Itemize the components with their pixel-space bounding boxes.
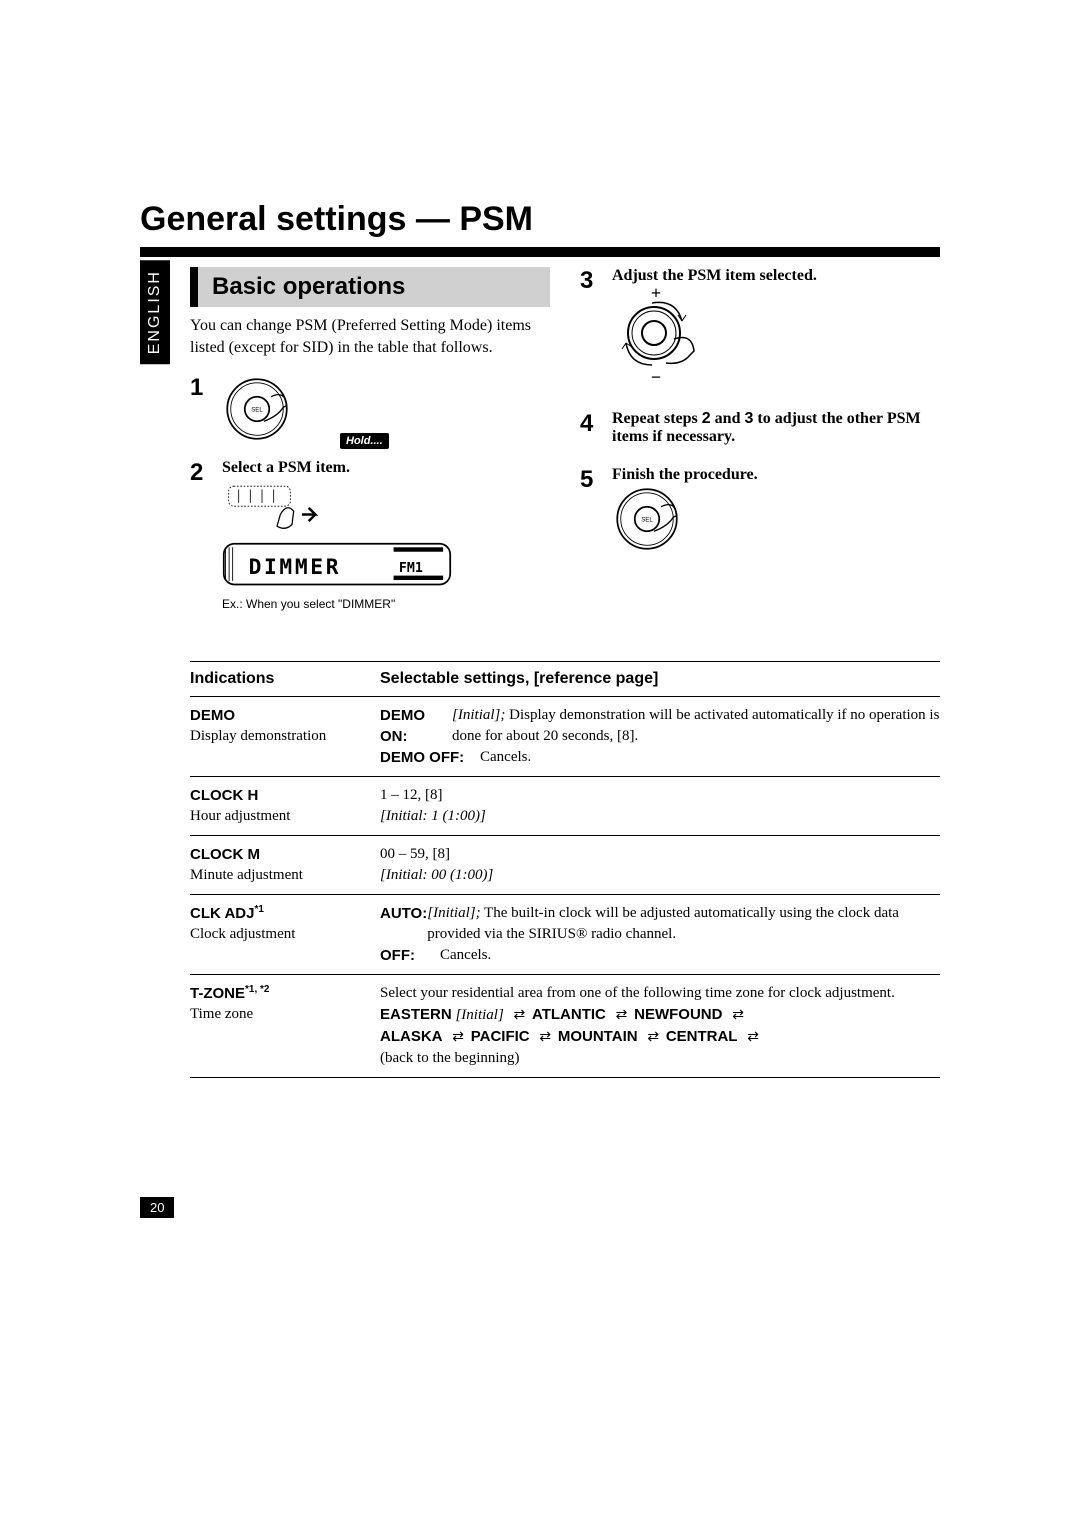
- left-column: Basic operations You can change PSM (Pre…: [190, 267, 550, 621]
- step-1: 1 SEL Hold....: [190, 374, 550, 449]
- step-number: 1: [190, 374, 210, 402]
- intro-text: You can change PSM (Preferred Setting Mo…: [190, 315, 550, 360]
- tzone-back: (back to the beginning): [380, 1048, 940, 1069]
- initial-tag: [Initial];: [427, 905, 480, 921]
- footnote: *1, *2: [245, 984, 269, 995]
- svg-text:−: −: [651, 367, 661, 385]
- indication-sub: Time zone: [190, 1004, 368, 1025]
- arrow-icon: ⇄: [616, 1006, 625, 1026]
- zone: PACIFIC: [471, 1028, 530, 1045]
- table-row: CLOCK H Hour adjustment 1 – 12, [8] [Ini…: [190, 777, 940, 836]
- table-row: CLK ADJ*1 Clock adjustment AUTO: [Initia…: [190, 895, 940, 975]
- option-label: DEMO OFF:: [380, 747, 480, 768]
- step-4: 4 Repeat steps 2 and 3 to adjust the oth…: [580, 410, 940, 446]
- option-text: Cancels.: [440, 945, 491, 966]
- zone: ALASKA: [380, 1028, 443, 1045]
- page-number: 20: [140, 1197, 174, 1218]
- indication-name: CLOCK H: [190, 785, 368, 806]
- range-text: 1 – 12, [8]: [380, 785, 940, 806]
- buttons-illustration: [222, 477, 322, 537]
- step-4-text: Repeat steps 2 and 3 to adjust the other…: [612, 410, 940, 446]
- basic-operations-header: Basic operations: [190, 267, 550, 307]
- zone: EASTERN: [380, 1006, 452, 1023]
- step-2-text: Select a PSM item.: [222, 459, 452, 477]
- page-title: General settings — PSM: [140, 200, 940, 239]
- indication-name: T-ZONE*1, *2: [190, 983, 368, 1004]
- text-part: 2: [702, 410, 711, 427]
- table-row: T-ZONE*1, *2 Time zone Select your resid…: [190, 975, 940, 1078]
- svg-text:SEL: SEL: [641, 517, 653, 524]
- step-number: 3: [580, 267, 600, 295]
- text-part: Repeat steps: [612, 410, 702, 427]
- step-5: 5 Finish the procedure. SEL: [580, 466, 940, 559]
- option-text: Display demonstration will be activated …: [452, 707, 939, 744]
- step-number: 4: [580, 410, 600, 438]
- step-3: 3 Adjust the PSM item selected. + −: [580, 267, 940, 390]
- option-label: DEMO ON:: [380, 705, 452, 747]
- step-5-text: Finish the procedure.: [612, 466, 758, 484]
- svg-text:DIMMER: DIMMER: [249, 555, 342, 580]
- option-text: The built-in clock will be adjusted auto…: [427, 905, 899, 942]
- indication-name: CLOCK M: [190, 844, 368, 865]
- hold-label: Hold....: [340, 433, 389, 449]
- right-column: 3 Adjust the PSM item selected. + −: [580, 267, 940, 621]
- tzone-list: EASTERN [Initial] ⇄ ATLANTIC ⇄ NEWFOUND …: [380, 1004, 940, 1048]
- indication-name: CLK ADJ*1: [190, 903, 368, 924]
- step-3-text: Adjust the PSM item selected.: [612, 267, 817, 285]
- dial-illustration: SEL: [612, 484, 682, 554]
- initial-tag: [Initial];: [452, 707, 505, 723]
- name: CLK ADJ: [190, 905, 254, 922]
- initial-text: [Initial: 00 (1:00)]: [380, 865, 940, 886]
- arrow-icon: ⇄: [747, 1028, 756, 1048]
- indication-name: DEMO: [190, 705, 368, 726]
- title-underline: [140, 247, 940, 257]
- option-label: OFF:: [380, 945, 440, 966]
- tzone-desc: Select your residential area from one of…: [380, 983, 940, 1004]
- dial-illustration: SEL Hold....: [222, 374, 389, 449]
- zone: ATLANTIC: [532, 1006, 606, 1023]
- header-indications: Indications: [190, 670, 380, 688]
- settings-table: Indications Selectable settings, [refere…: [190, 661, 940, 1078]
- svg-text:SEL: SEL: [251, 406, 263, 413]
- svg-text:+: +: [651, 285, 661, 303]
- zone: NEWFOUND: [634, 1006, 722, 1023]
- indication-sub: Minute adjustment: [190, 865, 368, 886]
- arrow-icon: ⇄: [452, 1028, 461, 1048]
- header-settings: Selectable settings, [reference page]: [380, 670, 658, 688]
- indication-sub: Clock adjustment: [190, 924, 368, 945]
- step-2: 2 Select a PSM item. DIMMER: [190, 459, 550, 611]
- zone: MOUNTAIN: [558, 1028, 638, 1045]
- zone: CENTRAL: [666, 1028, 738, 1045]
- arrow-icon: ⇄: [647, 1028, 656, 1048]
- range-text: 00 – 59, [8]: [380, 844, 940, 865]
- arrow-icon: ⇄: [514, 1006, 523, 1026]
- name: T-ZONE: [190, 985, 245, 1002]
- arrow-icon: ⇄: [539, 1028, 548, 1048]
- display-caption: Ex.: When you select "DIMMER": [222, 597, 452, 611]
- display-unit: DIMMER FM1: [222, 542, 452, 591]
- footnote: *1: [254, 904, 263, 915]
- option-label: AUTO:: [380, 903, 427, 945]
- initial-tag: [Initial]: [455, 1007, 503, 1023]
- table-header: Indications Selectable settings, [refere…: [190, 662, 940, 697]
- option-text: Cancels.: [480, 747, 531, 768]
- table-row: DEMO Display demonstration DEMO ON: [Ini…: [190, 697, 940, 777]
- table-row: CLOCK M Minute adjustment 00 – 59, [8] […: [190, 836, 940, 895]
- language-tab: ENGLISH: [140, 260, 170, 364]
- step-number: 5: [580, 466, 600, 494]
- indication-sub: Display demonstration: [190, 726, 368, 747]
- step-number: 2: [190, 459, 210, 487]
- arrow-icon: ⇄: [732, 1006, 741, 1026]
- text-part: and: [711, 410, 745, 427]
- svg-text:FM1: FM1: [399, 561, 423, 576]
- initial-text: [Initial: 1 (1:00)]: [380, 806, 940, 827]
- indication-sub: Hour adjustment: [190, 806, 368, 827]
- adjust-dial-illustration: + −: [612, 285, 702, 385]
